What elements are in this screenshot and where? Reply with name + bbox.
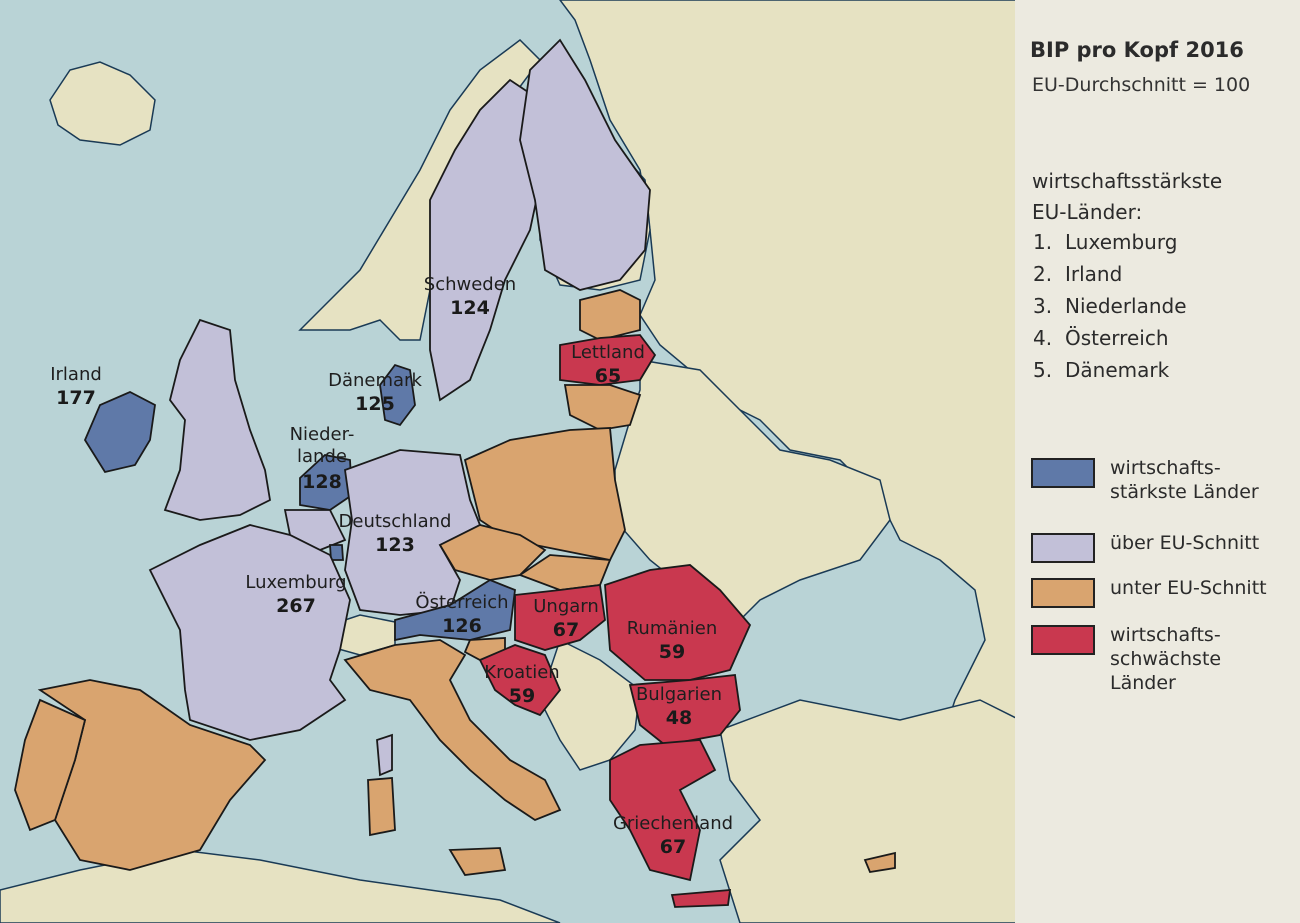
country-sweden bbox=[429, 78, 546, 402]
island-cyprus bbox=[863, 851, 896, 874]
ranking-list: 1. Luxemburg 2. Irland 3. Niederlande 4. Öst… bbox=[1033, 226, 1187, 386]
country-name-label: lande bbox=[297, 446, 347, 467]
legend-label: wirtschafts-stärkste Länder bbox=[1110, 457, 1259, 503]
country-name-label: Nieder- bbox=[290, 424, 355, 445]
country-name-label: Deutschland bbox=[339, 511, 452, 532]
island-sicily bbox=[448, 847, 507, 876]
legend-label: wirtschafts-schwächste Länder bbox=[1110, 624, 1222, 694]
country-name-label: Schweden bbox=[424, 274, 516, 295]
country-value-label: 267 bbox=[276, 595, 316, 617]
map-title: BIP pro Kopf 2016 bbox=[1030, 38, 1244, 62]
country-value-label: 124 bbox=[450, 297, 490, 319]
country-value-label: 67 bbox=[553, 619, 579, 641]
country-slovakia bbox=[518, 554, 612, 591]
country-name-label: Luxemburg bbox=[245, 572, 346, 593]
ranking-item: 5. Dänemark bbox=[1033, 358, 1170, 382]
country-name-label: Bulgarien bbox=[636, 684, 722, 705]
legend-swatch bbox=[1031, 625, 1095, 655]
country-name-label: Kroatien bbox=[484, 662, 559, 683]
island-corsica bbox=[376, 733, 393, 777]
legend-swatch bbox=[1031, 578, 1095, 608]
country-name-label: Griechenland bbox=[613, 813, 733, 834]
country-name-label: Österreich bbox=[415, 591, 508, 613]
country-name-label: Rumänien bbox=[627, 618, 718, 639]
country-lithuania bbox=[563, 384, 642, 431]
ranking-item: 1. Luxemburg bbox=[1033, 230, 1178, 254]
country-value-label: 59 bbox=[659, 641, 685, 663]
country-czech bbox=[438, 524, 547, 581]
country-croatia bbox=[478, 644, 562, 717]
legend-swatch bbox=[1031, 458, 1095, 488]
country-value-label: 67 bbox=[660, 836, 686, 858]
country-bulgaria bbox=[628, 674, 741, 746]
country-denmark bbox=[379, 363, 416, 427]
legend-label: unter EU-Schnitt bbox=[1110, 577, 1267, 599]
country-value-label: 123 bbox=[375, 534, 415, 556]
country-hungary bbox=[514, 583, 606, 651]
ranking-heading-line2: EU-Länder: bbox=[1032, 200, 1143, 224]
country-austria bbox=[394, 578, 516, 642]
country-name-label: Ungarn bbox=[533, 596, 599, 617]
ranking-item: 4. Österreich bbox=[1033, 326, 1169, 350]
ranking-heading: wirtschaftsstärkste EU-Länder: bbox=[1032, 166, 1222, 228]
ranking-item: 3. Niederlande bbox=[1033, 294, 1187, 318]
country-name-label: Dänemark bbox=[328, 370, 422, 391]
country-value-label: 65 bbox=[595, 365, 621, 387]
country-france bbox=[148, 524, 351, 741]
map-subtitle: EU-Durchschnitt = 100 bbox=[1032, 74, 1251, 96]
country-value-label: 177 bbox=[56, 387, 96, 409]
country-value-label: 125 bbox=[355, 393, 395, 415]
island-crete bbox=[670, 889, 732, 908]
country-greece bbox=[609, 739, 717, 882]
island-sardinia bbox=[367, 777, 396, 837]
country-romania bbox=[604, 564, 752, 681]
country-value-label: 59 bbox=[509, 685, 535, 707]
country-italy bbox=[343, 639, 562, 822]
country-finland bbox=[519, 38, 651, 291]
country-latvia bbox=[559, 334, 657, 386]
eu-countries bbox=[14, 38, 896, 908]
country-germany bbox=[344, 449, 482, 616]
country-value-label: 126 bbox=[442, 615, 482, 637]
ranking-item: 2. Irland bbox=[1033, 262, 1123, 286]
country-uk bbox=[163, 318, 271, 521]
legend-swatch bbox=[1031, 533, 1095, 563]
country-ireland bbox=[83, 391, 156, 474]
ranking-heading-line1: wirtschaftsstärkste bbox=[1032, 169, 1223, 193]
legend-label: über EU-Schnitt bbox=[1110, 532, 1260, 554]
country-value-label: 48 bbox=[666, 707, 692, 729]
country-portugal bbox=[14, 698, 87, 832]
country-value-label: 128 bbox=[302, 471, 342, 493]
country-name-label: Irland bbox=[50, 364, 102, 385]
country-name-label: Lettland bbox=[571, 342, 645, 363]
country-estonia bbox=[579, 289, 641, 341]
